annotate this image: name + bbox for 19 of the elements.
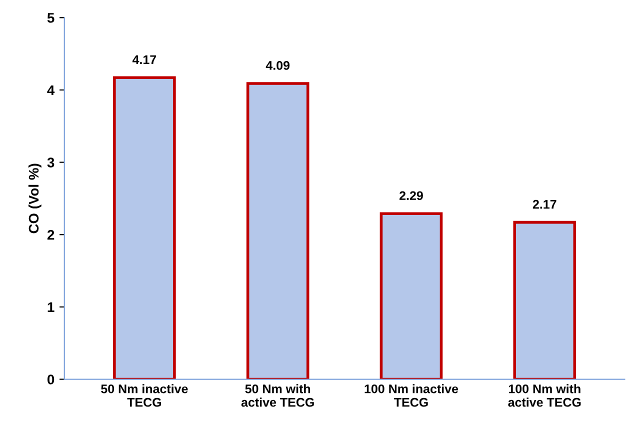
data-label: 2.29 — [400, 191, 423, 200]
y-tick-label: 3 — [47, 158, 54, 168]
data-label: 2.17 — [532, 200, 556, 209]
x-tick-label: 100 Nm inactive TECG — [364, 384, 458, 407]
bar — [380, 212, 443, 380]
data-label: 4.17 — [132, 55, 156, 64]
x-tick-label: 50 Nm inactive TECG — [101, 384, 188, 407]
y-tick-label: 1 — [48, 302, 54, 312]
y-tick-label: 4 — [47, 85, 55, 95]
data-label: 4.09 — [266, 61, 290, 70]
x-tick-label: 100 Nm with active TECG — [508, 384, 581, 407]
bar — [246, 82, 310, 380]
y-axis-title: CO (Vol %) — [28, 164, 42, 234]
y-tick-label: 0 — [48, 374, 54, 384]
bar — [113, 76, 176, 380]
bar — [513, 220, 576, 380]
x-tick-label: 50 Nm with active TECG — [241, 384, 314, 407]
y-tick-label: 2 — [47, 230, 54, 240]
y-tick-label: 5 — [47, 13, 54, 23]
